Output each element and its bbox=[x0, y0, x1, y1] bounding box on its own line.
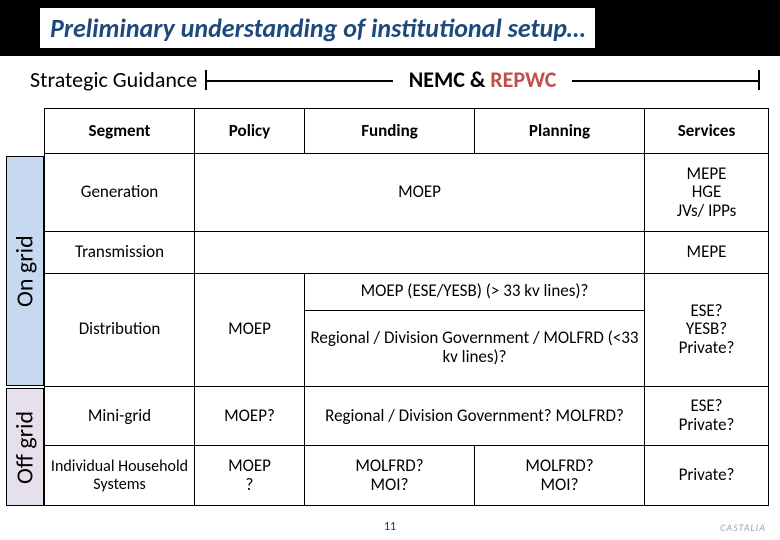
generation-services: MEPE HGE JVs/ IPPs bbox=[645, 154, 769, 232]
hdr-segment: Segment bbox=[45, 109, 195, 154]
individual-funding: MOLFRD? MOI? bbox=[305, 446, 475, 506]
strategic-guidance-label: Strategic Guidance bbox=[30, 66, 205, 93]
moep-33kv: MOEP (ESE/YESB) (> 33 kv lines)? bbox=[305, 273, 645, 310]
distribution-policy: MOEP bbox=[195, 273, 305, 386]
hdr-funding: Funding bbox=[305, 109, 475, 154]
transmission-blank bbox=[195, 232, 645, 273]
row-moep33: Distribution MOEP MOEP (ESE/YESB) (> 33 … bbox=[45, 273, 769, 310]
strategic-guidance-row: Strategic Guidance NEMC & REPWC bbox=[30, 66, 760, 93]
row-transmission: Transmission MEPE bbox=[45, 232, 769, 273]
bracket-left-cap bbox=[205, 70, 207, 90]
guidance-bracket: NEMC & REPWC bbox=[205, 66, 760, 93]
matrix-wrap: On grid Off grid Segment Policy Funding … bbox=[6, 108, 769, 506]
minigrid-regional: Regional / Division Government? MOLFRD? bbox=[305, 386, 645, 446]
generation-moep: MOEP bbox=[195, 154, 645, 232]
minigrid-services: ESE? Private? bbox=[645, 386, 769, 446]
hdr-services: Services bbox=[645, 109, 769, 154]
individual-planning: MOLFRD? MOI? bbox=[475, 446, 645, 506]
on-grid-label: On grid bbox=[6, 156, 44, 386]
header-row: Segment Policy Funding Planning Services bbox=[45, 109, 769, 154]
bracket-right-cap bbox=[758, 70, 760, 90]
row-minigrid: Mini-grid MOEP? Regional / Division Gove… bbox=[45, 386, 769, 446]
seg-transmission: Transmission bbox=[45, 232, 195, 273]
nemc-repwc-label: NEMC & REPWC bbox=[393, 66, 573, 93]
distribution-services: ESE? YESB? Private? bbox=[645, 273, 769, 386]
seg-generation: Generation bbox=[45, 154, 195, 232]
row-generation: Generation MOEP MEPE HGE JVs/ IPPs bbox=[45, 154, 769, 232]
transmission-services: MEPE bbox=[645, 232, 769, 273]
individual-policy: MOEP ? bbox=[195, 446, 305, 506]
seg-minigrid: Mini-grid bbox=[45, 386, 195, 446]
distribution-regional: Regional / Division Government / MOLFRD … bbox=[305, 310, 645, 386]
title-bar: Preliminary understanding of institution… bbox=[0, 0, 780, 56]
nemc-text: NEMC & bbox=[409, 66, 491, 93]
page-title: Preliminary understanding of institution… bbox=[40, 8, 595, 48]
side-labels: On grid Off grid bbox=[6, 108, 44, 506]
institutional-matrix: Segment Policy Funding Planning Services… bbox=[44, 108, 769, 506]
off-grid-label: Off grid bbox=[6, 388, 44, 506]
minigrid-policy: MOEP? bbox=[195, 386, 305, 446]
page-number: 11 bbox=[0, 520, 780, 534]
individual-services: Private? bbox=[645, 446, 769, 506]
row-individual: Individual Household Systems MOEP ? MOLF… bbox=[45, 446, 769, 506]
hdr-planning: Planning bbox=[475, 109, 645, 154]
seg-individual: Individual Household Systems bbox=[45, 446, 195, 506]
hdr-policy: Policy bbox=[195, 109, 305, 154]
castalia-logo: CASTALIA bbox=[720, 521, 766, 534]
repwc-text: REPWC bbox=[490, 66, 556, 93]
seg-distribution: Distribution bbox=[45, 273, 195, 386]
